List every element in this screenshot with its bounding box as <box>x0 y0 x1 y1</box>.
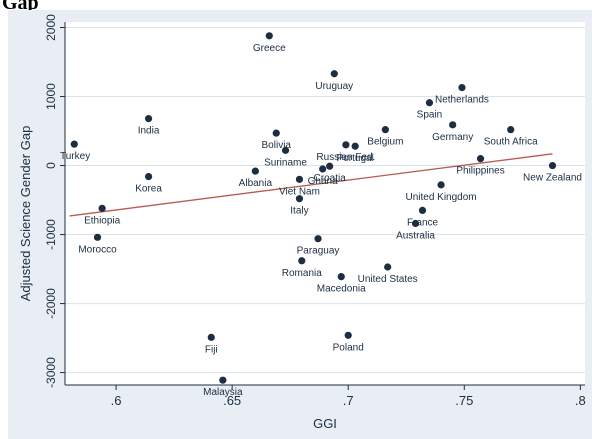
data-point-27 <box>298 257 306 265</box>
point-label-8: Bolivia <box>262 140 292 151</box>
data-point-25 <box>93 233 102 241</box>
data-point-2 <box>458 83 466 92</box>
data-point-22 <box>98 204 106 212</box>
point-label-5: South Africa <box>484 137 538 148</box>
point-labels: Greece Uruguay Netherlands Spain Germany Sout… <box>60 43 582 398</box>
data-point-23 <box>418 206 427 215</box>
point-label-24: Australia <box>396 231 435 242</box>
data-point-18 <box>295 175 304 183</box>
point-label-14: New Zealand <box>523 173 582 184</box>
data-point-28 <box>384 263 392 271</box>
data-point-19 <box>144 172 153 181</box>
x-tick-label-2: .7 <box>343 393 354 408</box>
point-label-0: Greece <box>253 43 286 54</box>
data-point-24 <box>411 219 420 228</box>
point-label-4: Germany <box>432 132 473 143</box>
data-point-13 <box>476 155 485 163</box>
point-label-3: Spain <box>417 110 443 121</box>
point-label-10: Suriname <box>264 157 307 168</box>
data-point-0 <box>265 32 273 40</box>
x-tick-label-3: .75 <box>455 393 473 408</box>
x-axis-title: GGI <box>313 416 337 431</box>
y-tick-label-1: -2000 <box>44 288 58 319</box>
data-point-9 <box>70 140 78 148</box>
axes: .6 .65 .7 .75 .8 -3000 -2000 -1000 0 1000 2000 <box>44 14 586 408</box>
data-point-30 <box>207 333 215 341</box>
trend-line-group <box>69 153 553 217</box>
point-label-2: Netherlands <box>435 95 489 106</box>
data-point-29 <box>337 273 345 281</box>
scatter-points <box>70 32 557 384</box>
point-label-26: Paraguay <box>297 246 340 257</box>
data-point-32 <box>219 376 227 384</box>
point-label-29: Macedonia <box>317 284 366 295</box>
data-point-12 <box>351 142 359 150</box>
y-tick-label-3: 0 <box>44 162 58 169</box>
data-point-17 <box>251 167 259 175</box>
y-axis-title: Adjusted Science Gender Gap <box>18 126 33 302</box>
point-label-11: Russian Fed. <box>316 152 375 163</box>
data-point-20 <box>295 195 304 203</box>
point-label-7: India <box>138 126 160 137</box>
point-label-27: Romania <box>282 268 322 279</box>
data-point-1 <box>330 70 338 78</box>
data-point-14 <box>548 161 557 170</box>
y-tick-label-2: -1000 <box>44 219 58 250</box>
point-label-21: United Kingdom <box>405 192 476 203</box>
point-label-31: Poland <box>333 342 364 353</box>
data-point-15 <box>326 162 334 170</box>
point-label-19: Korea <box>135 184 162 195</box>
data-point-10 <box>281 146 290 154</box>
x-tick-label-4: .8 <box>575 393 586 408</box>
data-point-4 <box>449 121 457 129</box>
y-tick-label-0: -3000 <box>44 357 58 388</box>
point-label-28: United States <box>358 274 418 285</box>
point-label-32: Malaysia <box>203 387 243 398</box>
data-point-26 <box>314 235 322 243</box>
data-point-11 <box>342 141 350 149</box>
point-label-1: Uruguay <box>315 81 353 92</box>
data-point-31 <box>344 331 352 339</box>
data-point-8 <box>272 129 280 137</box>
y-tick-label-5: 2000 <box>44 14 58 41</box>
point-label-16: Ghana <box>308 176 338 187</box>
y-tick-label-4: 1000 <box>44 83 58 110</box>
point-label-12: Portugal <box>337 153 374 164</box>
point-label-25: Morocco <box>78 244 117 255</box>
x-tick-label-0: .6 <box>111 393 122 408</box>
point-label-22: Ethiopia <box>84 215 121 226</box>
point-label-9: Turkey <box>60 151 90 162</box>
point-label-6: Belgium <box>367 137 403 148</box>
data-point-5 <box>507 126 515 134</box>
point-label-13: Philippines <box>456 166 504 177</box>
point-label-30: Fiji <box>205 344 218 355</box>
grid-lines <box>65 27 585 374</box>
data-point-6 <box>381 126 389 134</box>
plot-area <box>65 22 585 385</box>
point-label-17: Albania <box>239 178 273 189</box>
data-point-21 <box>437 181 445 189</box>
data-point-16 <box>319 165 327 173</box>
data-point-3 <box>425 99 434 107</box>
data-point-7 <box>144 115 153 123</box>
trend-line <box>69 153 553 217</box>
point-label-15: Croatia <box>314 173 347 184</box>
point-label-18: Viet Nam <box>279 186 320 197</box>
x-tick-label-1: .65 <box>223 393 241 408</box>
point-label-23: France <box>407 217 439 228</box>
point-label-20: Italy <box>290 206 308 217</box>
